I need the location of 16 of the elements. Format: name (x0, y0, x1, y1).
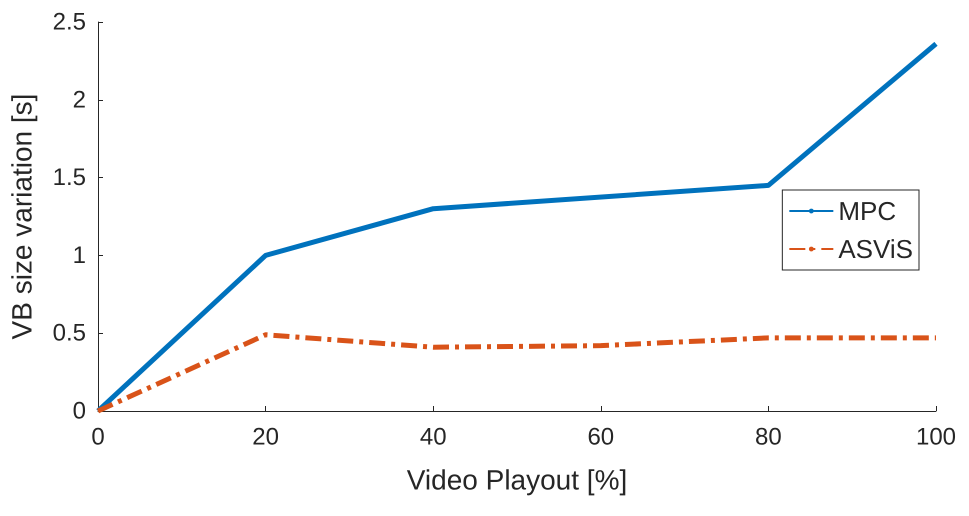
y-tick-label: 2.5 (52, 8, 86, 36)
x-axis-title: Video Playout [%] (406, 464, 628, 496)
legend-label: MPC (838, 196, 896, 226)
y-axis-title: VB size variation [s] (6, 94, 38, 340)
x-tick-label: 100 (916, 424, 956, 450)
y-tick-label: 1 (72, 242, 86, 269)
x-tick-label: 40 (420, 424, 447, 450)
y-tick-label: 0 (72, 398, 86, 424)
x-tick-label: 80 (755, 424, 782, 450)
y-tick-label: 2 (72, 86, 86, 114)
x-tick-label: 20 (252, 424, 279, 450)
x-tick-label: 0 (91, 424, 105, 450)
legend-label: ASViS (838, 234, 914, 264)
x-tick-label: 60 (587, 424, 614, 450)
y-tick-label: 0.5 (52, 320, 86, 347)
y-tick-label: 1.5 (52, 164, 86, 192)
